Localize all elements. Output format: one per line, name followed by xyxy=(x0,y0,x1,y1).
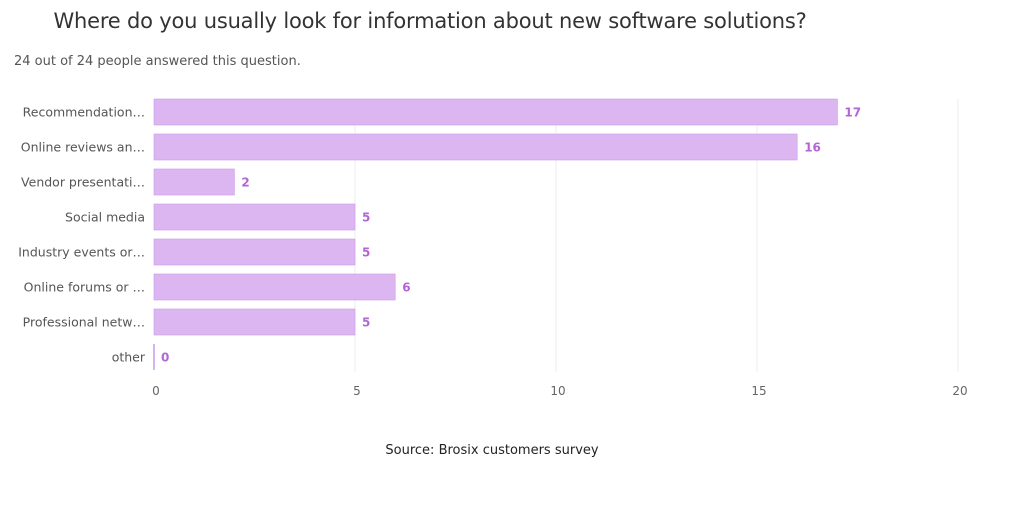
response-count: 24 out of 24 people answered this questi… xyxy=(14,54,301,69)
category-label: Professional netw… xyxy=(23,315,145,330)
bars xyxy=(153,98,838,370)
chart-title: Where do you usually look for informatio… xyxy=(53,9,807,33)
category-label: Industry events or… xyxy=(18,245,145,260)
x-tick-label: 20 xyxy=(952,384,967,398)
bar xyxy=(153,98,838,126)
bar xyxy=(153,203,356,231)
category-label: Vendor presentati… xyxy=(21,175,145,190)
value-labels: 17 16 2 5 5 6 5 0 xyxy=(161,106,861,365)
category-label: Online forums or … xyxy=(24,280,145,295)
x-axis-ticks: 0 5 10 15 20 xyxy=(152,384,967,398)
value-label: 5 xyxy=(362,316,370,330)
value-label: 6 xyxy=(402,281,410,295)
bar xyxy=(153,168,235,196)
category-label: Social media xyxy=(65,210,145,225)
x-tick-label: 0 xyxy=(152,384,160,398)
value-label: 0 xyxy=(161,351,169,365)
bar xyxy=(153,273,396,301)
bar xyxy=(153,238,356,266)
x-tick-label: 15 xyxy=(751,384,766,398)
x-tick-label: 5 xyxy=(353,384,361,398)
category-labels: Recommendation… Online reviews an… Vendor … xyxy=(18,105,146,365)
source-note: Source: Brosix customers survey xyxy=(385,443,599,458)
category-label: Recommendation… xyxy=(23,105,145,120)
value-label: 5 xyxy=(362,246,370,260)
value-label: 2 xyxy=(241,176,249,190)
value-label: 17 xyxy=(844,106,861,120)
value-label: 16 xyxy=(804,141,821,155)
bar xyxy=(153,308,356,336)
x-tick-label: 10 xyxy=(550,384,565,398)
category-label: other xyxy=(112,350,146,365)
bar xyxy=(153,133,798,161)
value-label: 5 xyxy=(362,211,370,225)
category-label: Online reviews an… xyxy=(21,140,145,155)
